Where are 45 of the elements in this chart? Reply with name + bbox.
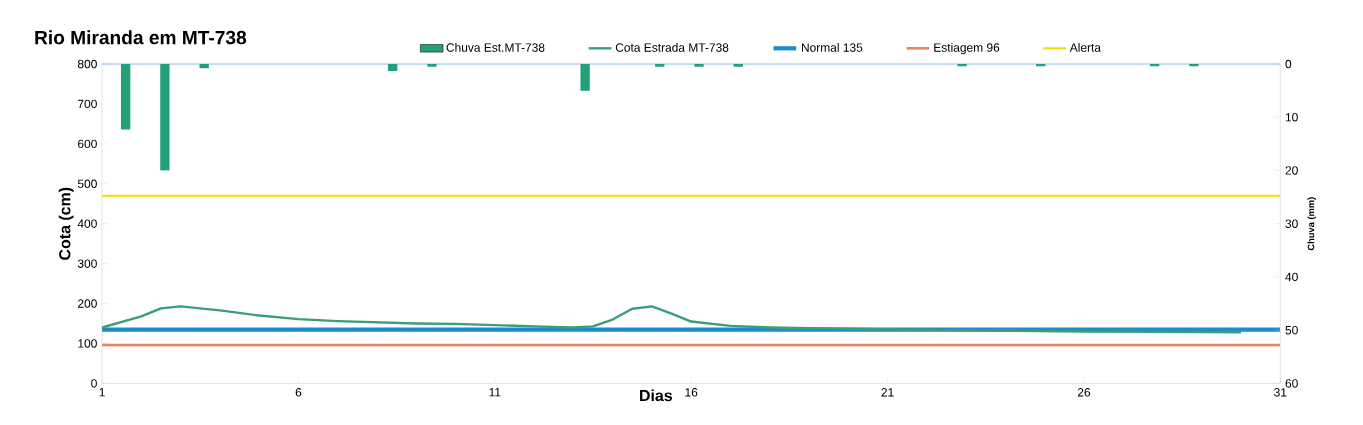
y2-tick-label: 0: [1285, 59, 1292, 69]
bar: [1036, 63, 1046, 66]
y2-tick-label: 50: [1285, 325, 1298, 335]
y-tick-label: 700: [78, 99, 97, 108]
bar: [120, 63, 131, 130]
bar: [733, 63, 743, 67]
y-axis-title: Cota (cm): [58, 187, 74, 260]
x-tick-label: 11: [489, 387, 501, 397]
y-tick-label: 500: [77, 179, 97, 188]
y-tick-label: 0: [91, 378, 97, 388]
y2-axis-title: Chuva (mm): [1307, 197, 1317, 251]
x-tick-label: 6: [295, 387, 302, 397]
y-tick-label: 100: [78, 339, 97, 348]
legend-label: Cota Estrada MT-738: [615, 42, 729, 52]
chart-title: Rio Miranda em MT-738: [35, 30, 247, 45]
y-tick-label: 300: [77, 259, 97, 268]
y-tick-label: 800: [77, 59, 97, 69]
bar: [957, 63, 967, 66]
y2-tick-label: 60: [1285, 378, 1298, 388]
y2-tick-label: 40: [1285, 272, 1298, 281]
bar: [655, 63, 665, 67]
legend-label: Chuva Est.MT-738: [446, 42, 545, 52]
y2-tick-label: 30: [1285, 219, 1298, 228]
y-tick-label: 200: [78, 299, 97, 308]
y2-tick-label: 10: [1285, 112, 1298, 122]
bar: [427, 63, 437, 67]
x-tick-label: 21: [881, 387, 894, 397]
legend-label: Alerta: [1069, 42, 1101, 52]
bar: [1149, 63, 1160, 66]
x-tick-label: 31: [1274, 387, 1287, 397]
x-tick-label: 26: [1077, 387, 1091, 397]
x-tick-label: 16: [685, 387, 698, 397]
y2-tick-label: 20: [1285, 166, 1298, 175]
bar: [580, 63, 590, 91]
legend-label: Normal 135: [801, 42, 863, 52]
bar: [388, 63, 398, 71]
y-tick-label: 600: [78, 139, 97, 148]
y-tick-label: 400: [77, 219, 97, 228]
bar: [694, 63, 704, 67]
bar: [1189, 63, 1199, 66]
x-axis-title: Dias: [640, 389, 673, 401]
legend-label: Estiagem 96: [934, 42, 1000, 54]
bar: [160, 63, 170, 171]
bar: [199, 63, 209, 69]
x-tick-label: 1: [99, 387, 105, 397]
